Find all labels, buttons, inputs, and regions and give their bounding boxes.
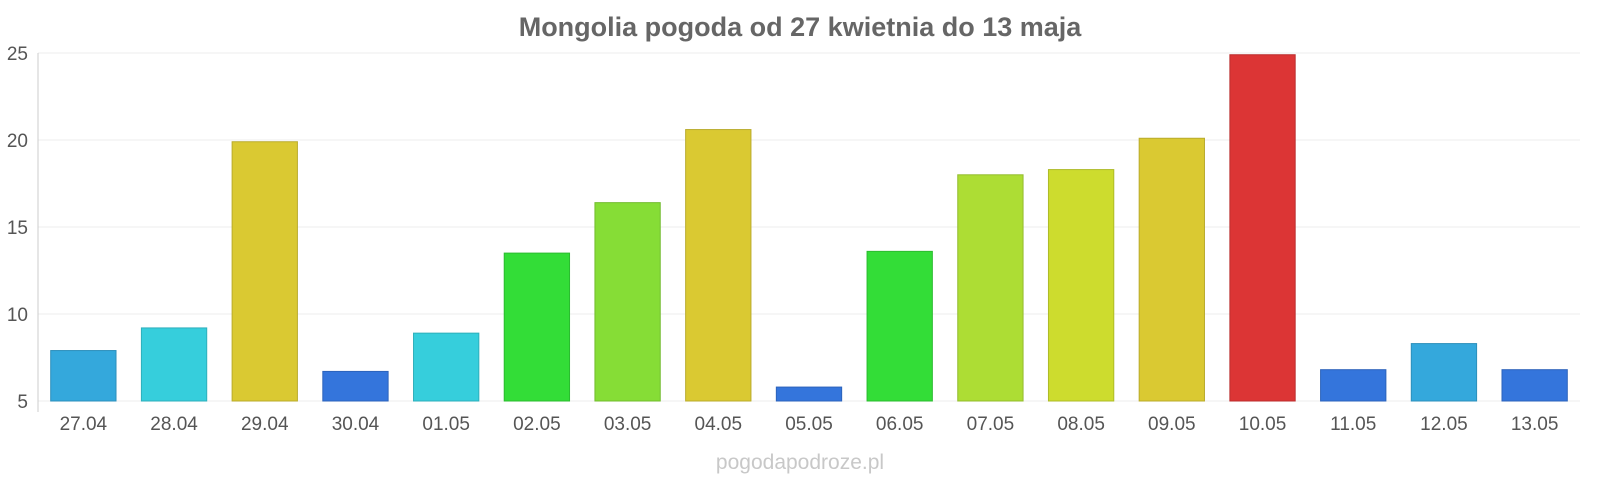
x-tick-label: 28.04 [150,414,198,435]
bar-09-05 [1138,137,1205,402]
bar-27-04 [50,350,117,402]
bar-04-05 [685,129,752,402]
bar-13-05 [1501,369,1568,402]
bar-01-05 [413,332,480,402]
bars [50,54,1568,402]
bar-10-05 [1229,54,1296,402]
bar-29-04 [231,141,298,402]
x-tick-label: 07.05 [967,414,1015,435]
x-tick-label: 03.05 [604,414,652,435]
x-tick-label: 27.04 [60,414,108,435]
x-tick-label: 30.04 [332,414,380,435]
x-tick-label: 11.05 [1330,414,1376,435]
x-tick-label: 05.05 [785,414,833,435]
bar-06-05 [866,250,933,402]
y-tick-label: 20 [7,131,28,152]
bar-12-05 [1410,343,1478,402]
y-tick-label: 15 [7,218,28,239]
x-tick-label: 08.05 [1057,414,1105,435]
x-tick-label: 02.05 [513,414,561,435]
bar-30-04 [322,370,389,402]
y-tick-label: 5 [17,392,28,413]
y-tick-label: 25 [7,44,28,65]
x-tick-label: 04.05 [695,414,743,435]
x-tick-label: 01.05 [422,414,470,435]
x-tick-label: 06.05 [876,414,924,435]
watermark: pogodapodroze.pl [716,451,884,474]
x-tick-label: 09.05 [1148,414,1196,435]
bar-05-05 [775,386,843,402]
x-tick-label: 12.05 [1420,414,1468,435]
bar-02-05 [503,252,571,402]
x-tick-label: 29.04 [241,414,289,435]
bar-11-05 [1320,369,1387,402]
bar-08-05 [1047,169,1115,402]
chart-title: Mongolia pogoda od 27 kwietnia do 13 maj… [519,12,1083,42]
y-tick-label: 10 [7,305,28,326]
bar-03-05 [594,202,661,402]
x-tick-label: 10.05 [1239,414,1287,435]
bar-07-05 [957,174,1024,402]
y-axis-ticks: 5 10 15 20 25 [7,44,28,413]
bar-28-04 [140,327,208,402]
x-tick-label: 13.05 [1511,414,1559,435]
x-axis-ticks: 27.04 28.04 29.04 30.04 01.05 02.05 03.05 04.05… [60,414,1559,435]
